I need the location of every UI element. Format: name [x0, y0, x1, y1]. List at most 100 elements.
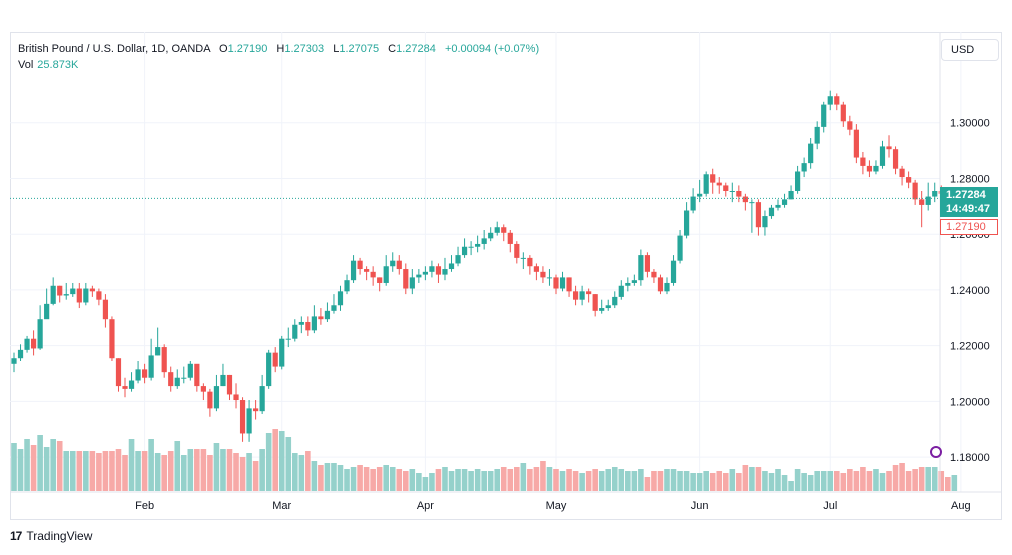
volume-bar [781, 475, 788, 491]
volume-bar [631, 471, 638, 491]
candle-body [553, 277, 559, 289]
volume-bar [742, 465, 749, 491]
volume-bar [383, 465, 390, 491]
candle-body [24, 338, 30, 350]
candle-body [285, 338, 291, 340]
volume-bar [331, 463, 337, 491]
x-tick-label: Aug [951, 500, 971, 512]
candle-body [76, 288, 82, 303]
tradingview-logo-icon: 17 [10, 529, 22, 543]
volume-bar [944, 477, 951, 491]
volume-bar [775, 469, 781, 491]
y-tick-label: 1.22000 [950, 341, 990, 353]
volume-bar [344, 469, 350, 491]
candle-body [801, 163, 807, 172]
volume-bar [677, 471, 683, 491]
volume-bar [239, 457, 246, 491]
candle-body [788, 190, 794, 200]
candle-body [102, 299, 109, 320]
candlestick-chart[interactable]: 1.180001.200001.220001.240001.260001.280… [10, 32, 1002, 520]
volume-bar [461, 469, 468, 491]
volume-bar [481, 471, 487, 491]
volume-bar [370, 469, 376, 491]
candle-body [925, 196, 931, 205]
candle-body [429, 266, 435, 272]
volume-bar [644, 477, 651, 491]
candle-body [507, 232, 513, 244]
volume-bar [853, 471, 860, 491]
circle-icon[interactable] [930, 446, 942, 458]
candle-body [631, 280, 637, 283]
candle-body [827, 96, 833, 105]
volume-bar [788, 481, 794, 491]
volume-bar [363, 467, 370, 491]
volume-bar [514, 467, 520, 491]
volume-bar [762, 471, 768, 491]
candle-body [821, 104, 827, 127]
candle-body [155, 347, 161, 356]
volume-bar [657, 471, 664, 491]
volume-bar [664, 469, 670, 491]
volume-bar [951, 475, 958, 491]
volume-bar [722, 473, 729, 491]
symbol-title[interactable]: British Pound / U.S. Dollar, 1D, OANDA [18, 43, 210, 55]
volume-bar [918, 467, 925, 491]
candle-body [886, 146, 892, 150]
candle-body [96, 291, 102, 300]
volume-bar [233, 453, 239, 491]
y-tick-label: 1.30000 [950, 118, 990, 130]
volume-bar [572, 471, 579, 491]
volume-bar [226, 449, 233, 491]
candle-body [435, 266, 442, 275]
volume-label[interactable]: Vol [18, 59, 34, 71]
volume-bar [912, 469, 918, 491]
volume-bar [76, 451, 83, 491]
x-tick-label: Jul [823, 500, 837, 512]
candle-body [266, 352, 272, 387]
volume-bar [24, 439, 30, 491]
candle-body [742, 196, 748, 203]
volume-bar [618, 469, 625, 491]
last-price-value: 1.27284 [946, 189, 986, 201]
volume-bar [357, 465, 363, 491]
close-label: C [388, 43, 397, 55]
candle-body [586, 291, 592, 295]
volume-bar [17, 449, 24, 491]
volume-bar [690, 473, 696, 491]
candle-body [246, 408, 252, 434]
candle-body [710, 174, 716, 183]
candle-body [337, 291, 344, 306]
volume-bar [605, 469, 612, 491]
volume-bar [527, 469, 533, 491]
candle-body [109, 319, 115, 359]
volume-bar [794, 469, 801, 491]
volume-bar [278, 431, 285, 491]
volume-bar [540, 461, 546, 491]
candle-body [161, 347, 167, 373]
volume-bar [931, 467, 938, 491]
volume-bar [154, 453, 161, 491]
candle-body [873, 165, 879, 172]
volume-bar [122, 455, 128, 491]
candle-body [194, 363, 200, 387]
volume-bar [96, 453, 102, 491]
candle-body [475, 243, 481, 247]
candle-body [501, 227, 507, 233]
volume-bar [703, 471, 709, 491]
candle-body [128, 380, 135, 389]
volume-bar [546, 467, 553, 491]
currency-button[interactable]: USD [941, 39, 999, 61]
volume-bar [696, 473, 703, 491]
volume-bar [11, 443, 17, 491]
candle-body [481, 238, 487, 244]
candle-body [63, 294, 69, 296]
volume-bar [709, 473, 716, 491]
candle-body [749, 202, 755, 204]
candle-body [187, 363, 193, 378]
open-price-tag: 1.27190 [940, 219, 998, 235]
candle-body [442, 269, 448, 275]
volume-bar [416, 473, 422, 491]
candle-body [370, 271, 376, 278]
tradingview-brand[interactable]: 17 TradingView [10, 529, 92, 543]
volume-bar [213, 443, 220, 491]
